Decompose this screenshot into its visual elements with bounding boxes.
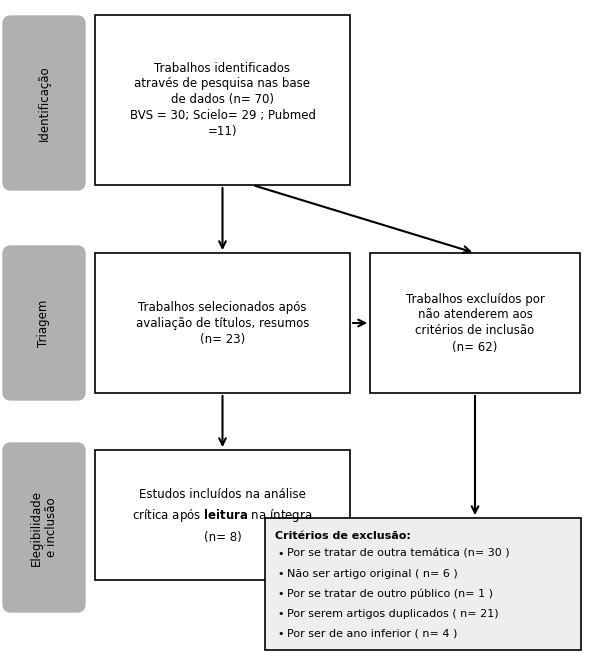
Text: crítica após $\mathbf{leitura}$ na íntegra: crítica após $\mathbf{leitura}$ na ínteg… [133,507,313,524]
Bar [265,518,581,650]
Text: Identificação: Identificação [38,65,51,141]
FancyBboxPatch shape [3,16,85,190]
Text: Trabalhos selecionados após: Trabalhos selecionados após [138,301,307,313]
Text: Estudos incluídos na análise: Estudos incluídos na análise [139,488,306,501]
Text: •: • [277,549,283,559]
Text: através de pesquisa nas base: através de pesquisa nas base [134,78,310,91]
Bar [95,450,350,580]
Text: Por se tratar de outro público (n= 1 ): Por se tratar de outro público (n= 1 ) [287,589,493,599]
Text: avaliação de títulos, resumos: avaliação de títulos, resumos [136,316,309,330]
Text: não atenderem aos: não atenderem aos [418,309,532,322]
Text: Trabalhos identificados: Trabalhos identificados [154,61,290,74]
Text: (n= 8): (n= 8) [204,530,241,544]
Text: (n= 62): (n= 62) [452,340,498,353]
Bar [370,253,580,393]
Text: de dados (n= 70): de dados (n= 70) [171,93,274,107]
Text: •: • [277,569,283,579]
Text: Triagem: Triagem [38,299,51,347]
Bar [95,15,350,185]
Text: Critérios de exclusão:: Critérios de exclusão: [275,531,411,541]
FancyBboxPatch shape [3,246,85,400]
Text: Por ser de ano inferior ( n= 4 ): Por ser de ano inferior ( n= 4 ) [287,629,458,639]
Text: •: • [277,589,283,599]
Text: Não ser artigo original ( n= 6 ): Não ser artigo original ( n= 6 ) [287,569,458,579]
Text: •: • [277,629,283,639]
Text: Trabalhos excluídos por: Trabalhos excluídos por [406,293,544,305]
Text: critérios de inclusão: critérios de inclusão [415,324,535,338]
Text: Por se tratar de outra temática (n= 30 ): Por se tratar de outra temática (n= 30 ) [287,549,509,559]
Text: •: • [277,609,283,619]
Text: Elegibilidade
e inclusão: Elegibilidade e inclusão [30,490,58,565]
Text: =11): =11) [208,126,237,138]
Text: (n= 23): (n= 23) [200,332,245,345]
Text: BVS = 30; Scielo= 29 ; Pubmed: BVS = 30; Scielo= 29 ; Pubmed [130,109,316,122]
Text: Por serem artigos duplicados ( n= 21): Por serem artigos duplicados ( n= 21) [287,609,499,619]
FancyBboxPatch shape [3,443,85,612]
Bar [95,253,350,393]
